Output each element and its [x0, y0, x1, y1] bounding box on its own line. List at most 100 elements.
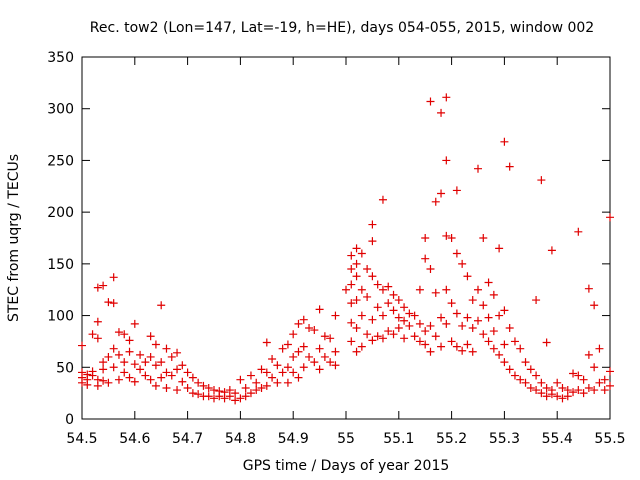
data-point: [326, 358, 335, 367]
data-point: [458, 321, 467, 330]
data-point: [547, 246, 556, 255]
data-point: [468, 347, 477, 356]
x-tick-label: 54.5: [66, 431, 97, 447]
data-point: [347, 337, 356, 346]
data-point: [363, 292, 372, 301]
data-point: [600, 386, 609, 395]
data-point: [99, 376, 108, 385]
data-point: [104, 352, 113, 361]
data-point: [421, 340, 430, 349]
data-point: [289, 352, 298, 361]
data-point: [83, 380, 92, 389]
data-point: [378, 311, 387, 320]
data-point: [114, 328, 123, 337]
data-point: [357, 311, 366, 320]
data-point: [331, 311, 340, 320]
data-point: [125, 347, 134, 356]
data-point: [363, 330, 372, 339]
data-point: [505, 162, 514, 171]
data-point: [553, 378, 562, 387]
x-axis-label: GPS time / Days of year 2015: [243, 458, 450, 474]
data-point: [590, 363, 599, 372]
data-point: [584, 284, 593, 293]
data-point: [400, 334, 409, 343]
data-point: [378, 195, 387, 204]
data-point: [257, 365, 266, 374]
data-point: [273, 378, 282, 387]
data-point: [405, 321, 414, 330]
data-point: [278, 344, 287, 353]
data-point: [590, 386, 599, 395]
x-tick-label: 55: [337, 431, 355, 447]
data-point: [151, 361, 160, 370]
data-point: [167, 352, 176, 361]
data-point: [437, 189, 446, 198]
data-point: [283, 378, 292, 387]
data-point: [352, 259, 361, 268]
data-point: [463, 272, 472, 281]
data-point: [542, 338, 551, 347]
data-point: [537, 378, 546, 387]
data-point: [532, 371, 541, 380]
data-point: [521, 378, 530, 387]
data-point: [584, 350, 593, 359]
data-point: [299, 315, 308, 324]
data-point: [331, 361, 340, 370]
y-tick-label: 0: [65, 412, 74, 428]
data-point: [178, 377, 187, 386]
data-point: [421, 327, 430, 336]
data-point: [394, 313, 403, 322]
data-point: [315, 344, 324, 353]
data-point: [463, 313, 472, 322]
data-point: [458, 346, 467, 355]
data-point: [210, 394, 218, 403]
data-point: [474, 164, 482, 173]
data-point: [347, 280, 356, 289]
data-point: [489, 290, 498, 299]
data-point: [426, 321, 435, 330]
data-point: [410, 311, 419, 320]
data-point: [579, 389, 588, 398]
data-point: [368, 237, 377, 246]
data-point: [130, 319, 139, 328]
data-point: [421, 254, 430, 263]
data-point: [104, 378, 113, 387]
data-point: [151, 381, 160, 390]
data-point: [236, 375, 245, 384]
data-point: [537, 176, 546, 185]
data-point: [315, 365, 324, 374]
data-point: [569, 369, 578, 378]
data-point: [373, 280, 382, 289]
data-point: [130, 360, 139, 369]
data-point: [125, 336, 134, 345]
data-point: [252, 386, 261, 395]
data-point: [136, 350, 145, 359]
data-point: [452, 342, 461, 351]
data-point: [431, 197, 440, 206]
data-point: [130, 377, 139, 386]
data-point: [262, 368, 271, 377]
data-point: [231, 389, 240, 398]
data-point: [526, 383, 535, 392]
data-point: [426, 265, 435, 274]
data-point: [537, 389, 546, 398]
data-point: [114, 375, 123, 384]
data-point: [262, 381, 271, 390]
data-point: [437, 313, 446, 322]
data-point: [574, 227, 583, 236]
data-point: [347, 318, 356, 327]
data-point: [352, 347, 361, 356]
data-point: [452, 249, 461, 258]
y-tick-label: 200: [47, 205, 74, 221]
data-point: [426, 97, 435, 106]
data-point: [146, 375, 155, 384]
data-point: [452, 186, 461, 195]
data-point: [426, 347, 435, 356]
x-axis: 54.5 54.6 54.7 54.8 54.9 55 55.1 55.2 55.3 55.4 55…: [66, 57, 626, 447]
data-point: [574, 371, 583, 380]
data-point: [595, 344, 604, 353]
data-point: [368, 220, 377, 229]
data-point: [167, 371, 176, 380]
data-point: [347, 265, 356, 274]
data-point: [114, 350, 123, 359]
